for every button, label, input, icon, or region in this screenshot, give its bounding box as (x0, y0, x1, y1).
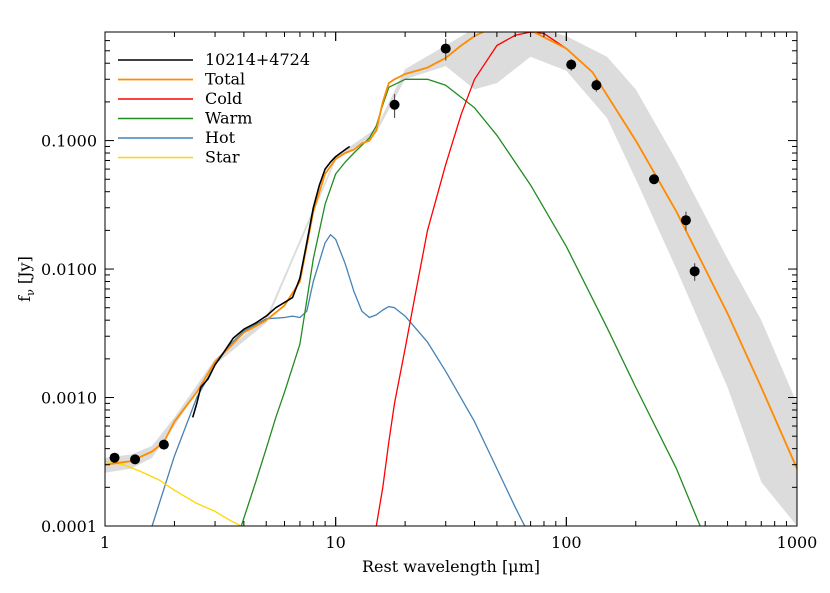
legend-label-star: Star (205, 148, 240, 167)
data-point (591, 80, 602, 91)
data-point (649, 174, 660, 185)
y-axis-title: fν [Jy] (15, 256, 37, 302)
series-line-star (105, 460, 242, 526)
plot-frame (104, 31, 798, 527)
series-line-10214-4724 (191, 145, 351, 418)
data-point (566, 59, 577, 70)
legend-label-warm: Warm (205, 109, 252, 128)
y-axis-title-unit: [Jy] (15, 256, 34, 289)
y-tick-label: 0.0010 (41, 389, 97, 408)
x-tick-label: 1 (100, 533, 110, 552)
series-line-total (105, 32, 797, 469)
data-point (158, 439, 169, 450)
x-axis-title: Rest wavelength [μm] (362, 557, 540, 576)
series-layer (105, 32, 797, 526)
photometry-layer (109, 38, 700, 465)
data-point (130, 454, 141, 465)
ticks-layer: 1 10 100 1000 0.0001 0.0010 0.0100 0.1000 (41, 32, 817, 552)
legend-label-total: Total (205, 70, 245, 89)
y-axis-title-sub: ν (24, 289, 37, 296)
x-tick-label: 100 (551, 533, 582, 552)
y-tick-label: 0.1000 (41, 132, 97, 151)
y-tick-label: 0.0001 (41, 517, 97, 536)
data-point (680, 215, 691, 226)
data-point (389, 99, 400, 110)
legend-label-hot: Hot (205, 128, 236, 147)
series-line-warm (240, 78, 701, 526)
y-axis-title-main: f (15, 295, 34, 302)
legend-label-cold: Cold (205, 89, 242, 108)
x-tick-label: 1000 (777, 533, 818, 552)
data-point (109, 452, 120, 463)
series-line-hot (151, 234, 526, 526)
data-point (440, 43, 451, 54)
data-point (689, 266, 700, 277)
x-tick-label: 10 (325, 533, 345, 552)
y-tick-label: 0.0100 (41, 260, 97, 279)
legend-label-10214-4724: 10214+4724 (205, 50, 310, 69)
